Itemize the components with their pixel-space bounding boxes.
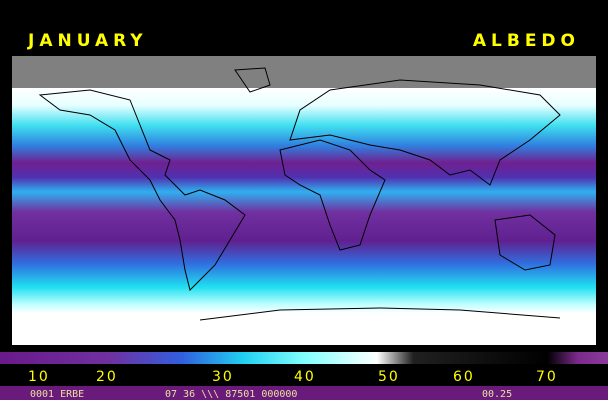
footer-id: 0001 ERBE (30, 389, 84, 400)
scale-label: 60 (453, 369, 475, 385)
scale-label: 10 (28, 369, 50, 385)
color-scale (0, 352, 608, 364)
scale-label: 30 (212, 369, 234, 385)
title-month: JANUARY (27, 31, 148, 51)
scale-label: 20 (96, 369, 118, 385)
title-field: ALBEDO (473, 31, 580, 51)
scale-label: 50 (378, 369, 400, 385)
scale-label: 40 (294, 369, 316, 385)
scale-label: 70 (536, 369, 558, 385)
albedo-map (12, 56, 596, 345)
coastlines (38, 67, 561, 321)
footer-code: 07 36 \\\ 87501 000000 (165, 389, 297, 400)
footer-band (0, 386, 608, 400)
footer-scale: 00.25 (482, 389, 512, 400)
